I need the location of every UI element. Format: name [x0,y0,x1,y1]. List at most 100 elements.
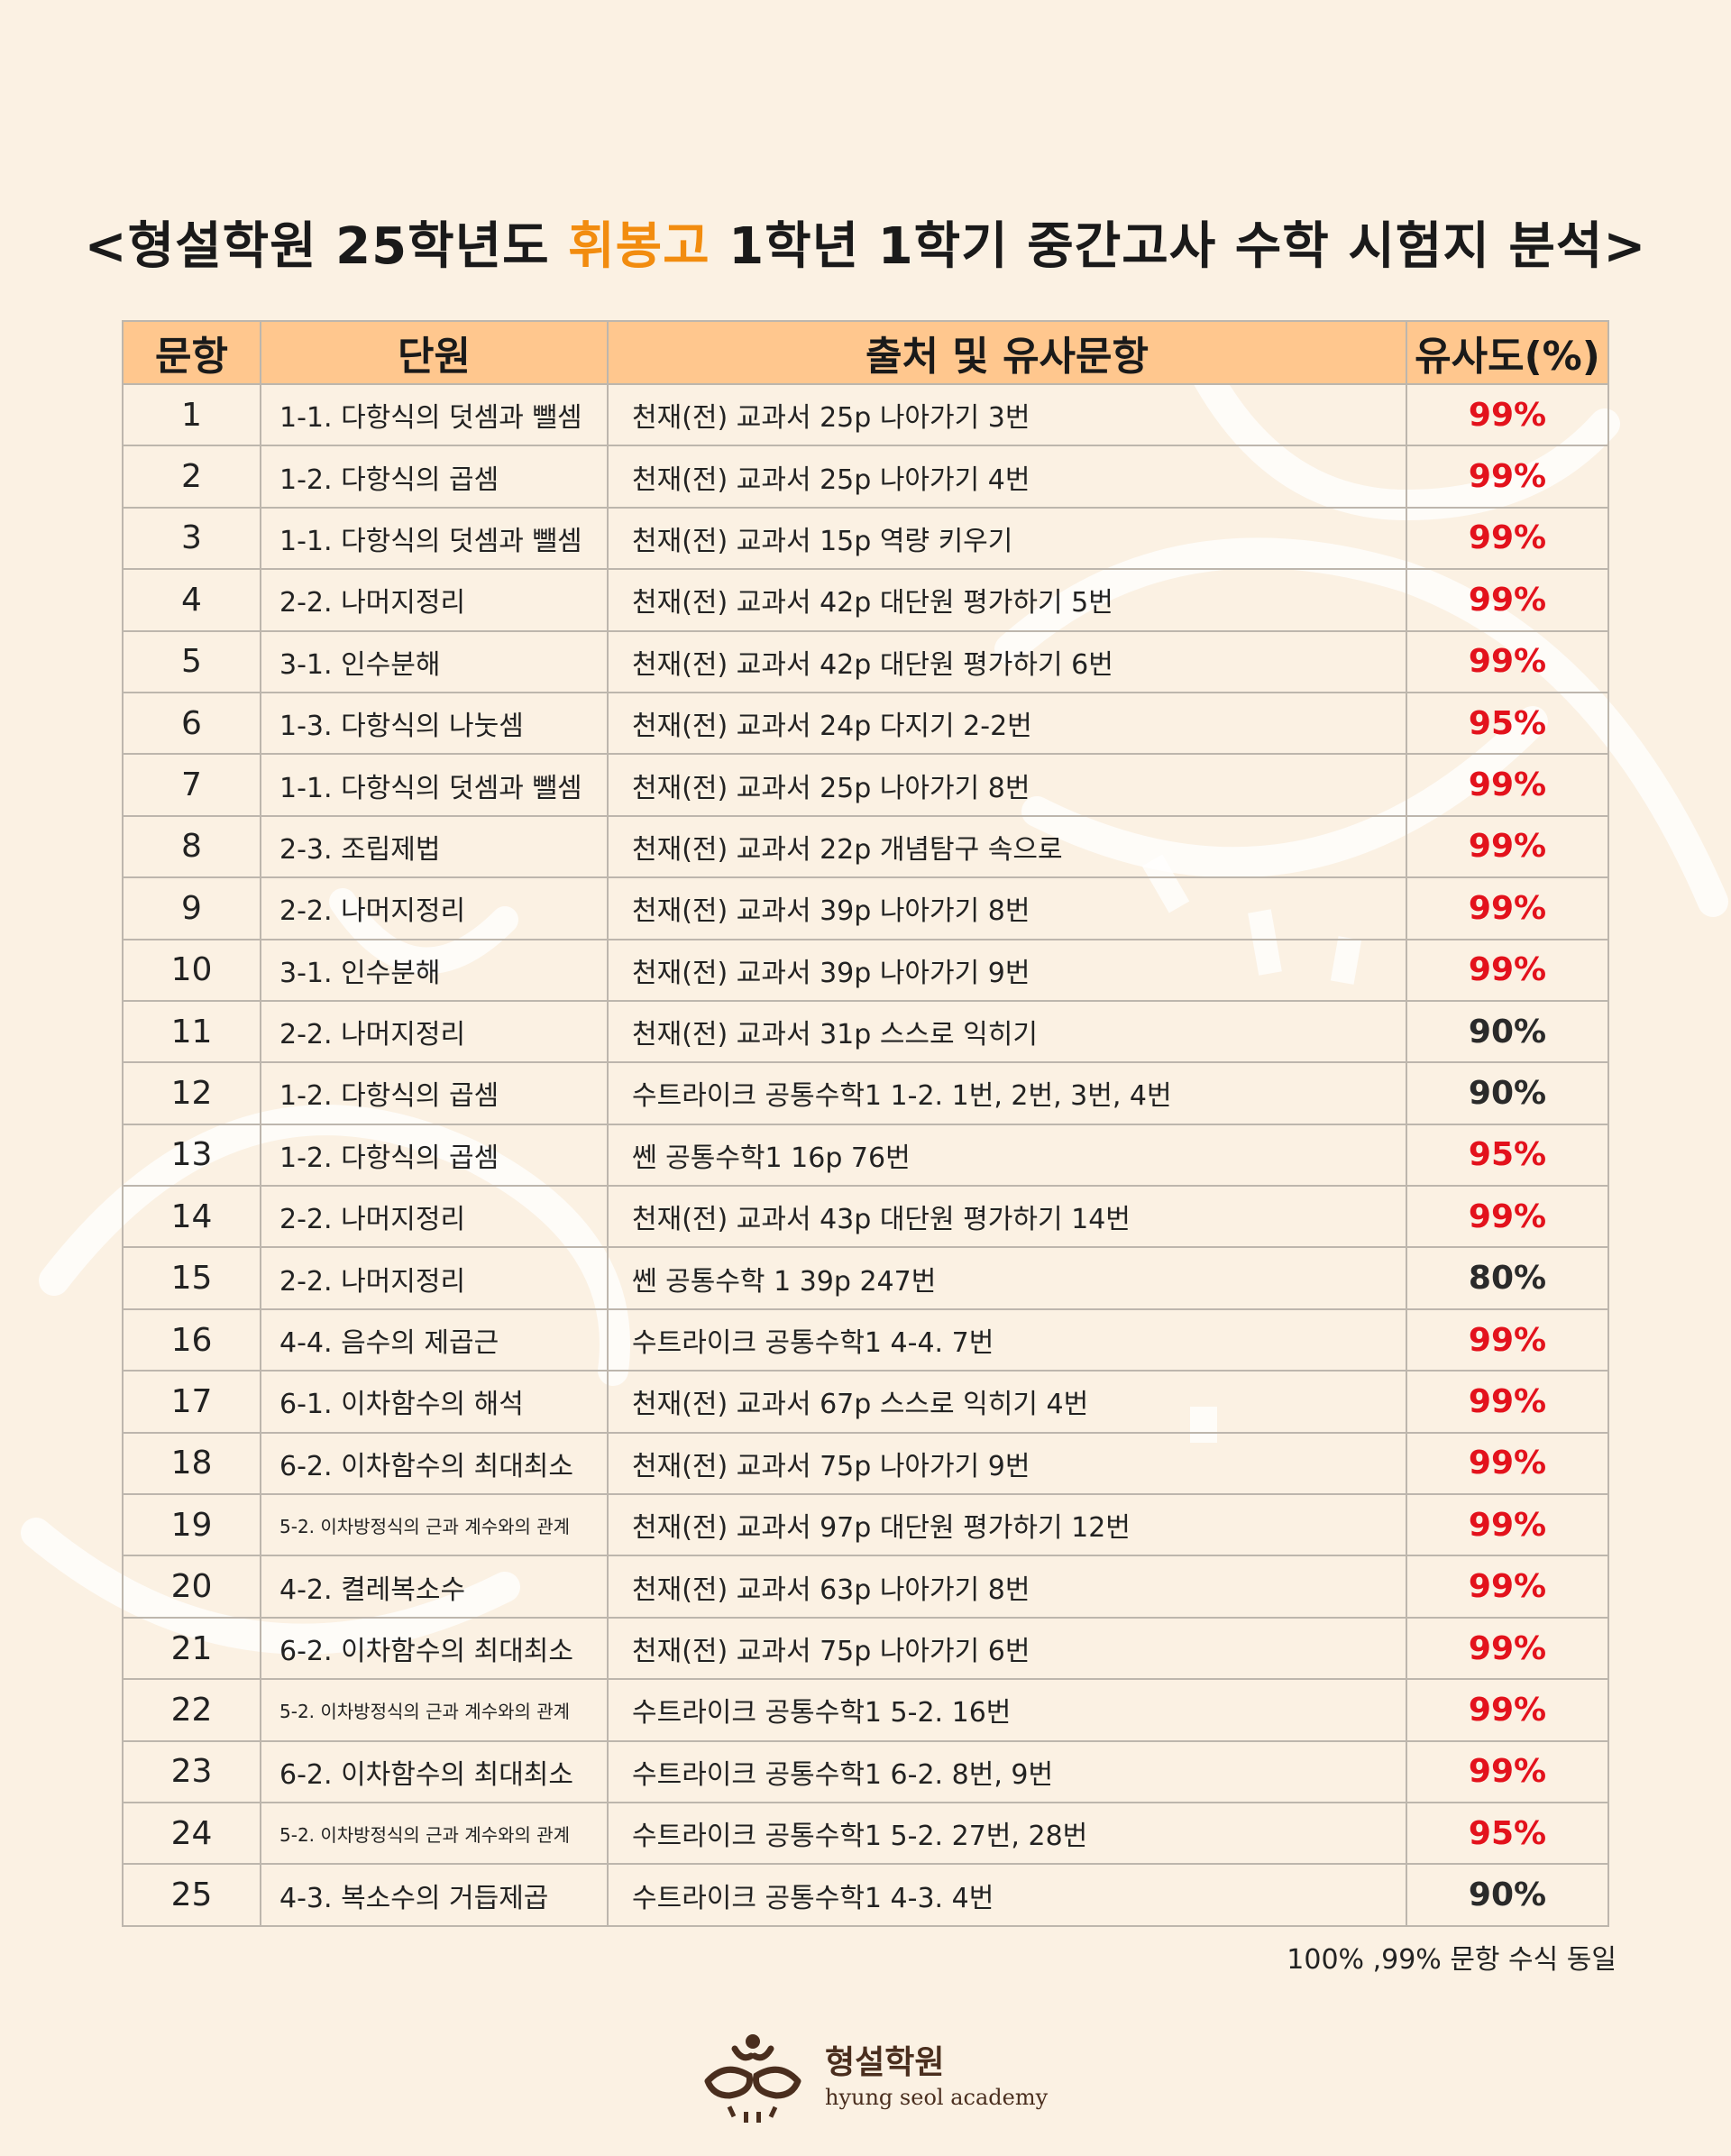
academy-name-korean: 형설학원 [825,2043,945,2081]
source-cell: 천재(전) 교과서 22p 개념탐구 속으로 [607,814,1407,879]
header-similarity: 유사도(%) [1406,320,1609,385]
source-cell: 천재(전) 교과서 42p 대단원 평가하기 6번 [607,629,1407,693]
table-row: 14 2-2. 나머지정리 천재(전) 교과서 43p 대단원 평가하기 14번 99… [122,1185,1609,1249]
question-number-cell: 23 [122,1739,261,1803]
similarity-cell: 99% [1406,568,1609,632]
source-cell: 수트라이크 공통수학1 4-3. 4번 [607,1863,1407,1927]
source-cell: 천재(전) 교과서 67p 스스로 익히기 4번 [607,1370,1407,1434]
unit-cell: 2-2. 나머지정리 [260,1185,609,1249]
unit-cell: 3-1. 인수분해 [260,938,609,1002]
question-number-cell: 24 [122,1801,261,1866]
table-row: 25 4-3. 복소수의 거듭제곱 수트라이크 공통수학1 4-3. 4번 90% [122,1863,1609,1927]
similarity-cell: 95% [1406,691,1609,756]
similarity-cell: 99% [1406,876,1609,940]
similarity-cell: 99% [1406,629,1609,693]
table-row: 18 6-2. 이차함수의 최대최소 천재(전) 교과서 75p 나아가기 9번 99… [122,1431,1609,1496]
title-prefix: <형설학원 25학년도 [84,217,569,276]
unit-cell: 1-3. 다항식의 나눗셈 [260,691,609,756]
source-cell: 쎈 공통수학1 16p 76번 [607,1123,1407,1188]
similarity-cell: 99% [1406,753,1609,817]
similarity-cell: 99% [1406,1493,1609,1557]
unit-cell: 4-3. 복소수의 거듭제곱 [260,1863,609,1927]
similarity-cell: 99% [1406,1678,1609,1742]
question-number-cell: 21 [122,1616,261,1681]
unit-cell: 1-1. 다항식의 덧셈과 뺄셈 [260,506,609,571]
unit-cell: 2-3. 조립제법 [260,814,609,879]
question-number-cell: 13 [122,1123,261,1188]
question-number-cell: 25 [122,1863,261,1927]
unit-cell: 1-1. 다항식의 덧셈과 뺄셈 [260,753,609,817]
question-number-cell: 12 [122,1061,261,1125]
unit-cell: 2-2. 나머지정리 [260,999,609,1064]
question-number-cell: 4 [122,568,261,632]
analysis-table: 문항 단원 출처 및 유사문항 유사도(%) 1 1-1. 다항식의 덧셈과 뺄셈… [122,320,1609,1927]
similarity-cell: 99% [1406,1555,1609,1619]
unit-cell: 1-2. 다항식의 곱셈 [260,1061,609,1125]
table-row: 20 4-2. 켤레복소수 천재(전) 교과서 63p 나아가기 8번 99% [122,1555,1609,1619]
source-cell: 천재(전) 교과서 39p 나아가기 9번 [607,938,1407,1002]
source-cell: 천재(전) 교과서 25p 나아가기 4번 [607,445,1407,509]
source-cell: 천재(전) 교과서 25p 나아가기 8번 [607,753,1407,817]
question-number-cell: 6 [122,691,261,756]
source-cell: 수트라이크 공통수학1 1-2. 1번, 2번, 3번, 4번 [607,1061,1407,1125]
similarity-cell: 95% [1406,1801,1609,1866]
table-row: 23 6-2. 이차함수의 최대최소 수트라이크 공통수학1 6-2. 8번, 9번… [122,1739,1609,1803]
question-number-cell: 16 [122,1307,261,1372]
unit-cell: 4-2. 켤레복소수 [260,1555,609,1619]
table-row: 8 2-3. 조립제법 천재(전) 교과서 22p 개념탐구 속으로 99% [122,814,1609,879]
source-cell: 천재(전) 교과서 63p 나아가기 8번 [607,1555,1407,1619]
similarity-cell: 99% [1406,814,1609,879]
unit-cell: 6-2. 이차함수의 최대최소 [260,1739,609,1803]
unit-cell: 5-2. 이차방정식의 근과 계수와의 관계 [260,1678,609,1742]
similarity-cell: 99% [1406,382,1609,447]
source-cell: 천재(전) 교과서 42p 대단원 평가하기 5번 [607,568,1407,632]
header-unit: 단원 [260,320,609,385]
table-row: 2 1-2. 다항식의 곱셈 천재(전) 교과서 25p 나아가기 4번 99% [122,445,1609,509]
question-number-cell: 5 [122,629,261,693]
footnote: 100% ,99% 문항 수식 동일 [1287,1944,1617,1976]
similarity-cell: 90% [1406,1863,1609,1927]
similarity-cell: 90% [1406,999,1609,1064]
similarity-cell: 99% [1406,1739,1609,1803]
source-cell: 천재(전) 교과서 75p 나아가기 6번 [607,1616,1407,1681]
unit-cell: 5-2. 이차방정식의 근과 계수와의 관계 [260,1801,609,1866]
table-header-row: 문항 단원 출처 및 유사문항 유사도(%) [122,320,1609,385]
table-row: 10 3-1. 인수분해 천재(전) 교과서 39p 나아가기 9번 99% [122,938,1609,1002]
question-number-cell: 8 [122,814,261,879]
similarity-cell: 99% [1406,506,1609,571]
table-row: 11 2-2. 나머지정리 천재(전) 교과서 31p 스스로 익히기 90% [122,999,1609,1064]
unit-cell: 4-4. 음수의 제곱근 [260,1307,609,1372]
academy-logo: 형설학원 hyung seol academy [699,2029,1059,2128]
similarity-cell: 99% [1406,1370,1609,1434]
source-cell: 천재(전) 교과서 75p 나아가기 9번 [607,1431,1407,1496]
source-cell: 천재(전) 교과서 15p 역량 키우기 [607,506,1407,571]
table-row: 15 2-2. 나머지정리 쎈 공통수학 1 39p 247번 80% [122,1246,1609,1310]
similarity-cell: 99% [1406,1616,1609,1681]
similarity-cell: 99% [1406,1307,1609,1372]
table-row: 4 2-2. 나머지정리 천재(전) 교과서 42p 대단원 평가하기 5번 99% [122,568,1609,632]
question-number-cell: 19 [122,1493,261,1557]
title-suffix: 1학년 1학기 중간고사 수학 시험지 분석> [710,217,1647,276]
unit-cell: 2-2. 나머지정리 [260,876,609,940]
question-number-cell: 17 [122,1370,261,1434]
table-row: 1 1-1. 다항식의 덧셈과 뺄셈 천재(전) 교과서 25p 나아가기 3번 99… [122,382,1609,447]
table-row: 13 1-2. 다항식의 곱셈 쎈 공통수학1 16p 76번 95% [122,1123,1609,1188]
table-row: 6 1-3. 다항식의 나눗셈 천재(전) 교과서 24p 다지기 2-2번 95% [122,691,1609,756]
table-row: 19 5-2. 이차방정식의 근과 계수와의 관계 천재(전) 교과서 97p 대단… [122,1493,1609,1557]
title-school: 휘봉고 [568,217,710,276]
similarity-cell: 99% [1406,1431,1609,1496]
unit-cell: 1-1. 다항식의 덧셈과 뺄셈 [260,382,609,447]
table-row: 17 6-1. 이차함수의 해석 천재(전) 교과서 67p 스스로 익히기 4번 9… [122,1370,1609,1434]
unit-cell: 3-1. 인수분해 [260,629,609,693]
question-number-cell: 9 [122,876,261,940]
question-number-cell: 7 [122,753,261,817]
similarity-cell: 99% [1406,1185,1609,1249]
unit-cell: 6-2. 이차함수의 최대최소 [260,1431,609,1496]
table-row: 7 1-1. 다항식의 덧셈과 뺄셈 천재(전) 교과서 25p 나아가기 8번 99… [122,753,1609,817]
question-number-cell: 14 [122,1185,261,1249]
unit-cell: 6-2. 이차함수의 최대최소 [260,1616,609,1681]
source-cell: 수트라이크 공통수학1 4-4. 7번 [607,1307,1407,1372]
table-row: 12 1-2. 다항식의 곱셈 수트라이크 공통수학1 1-2. 1번, 2번, 3… [122,1061,1609,1125]
source-cell: 수트라이크 공통수학1 5-2. 16번 [607,1678,1407,1742]
source-cell: 천재(전) 교과서 25p 나아가기 3번 [607,382,1407,447]
